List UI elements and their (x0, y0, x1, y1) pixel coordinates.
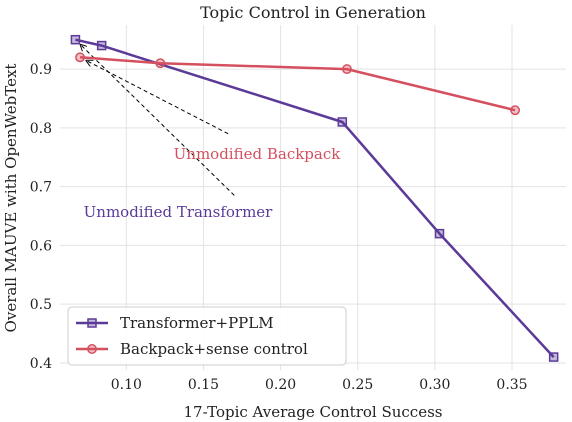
x-tick-label: 0.30 (419, 377, 450, 393)
tick-labels: 0.10 0.15 0.20 0.25 0.30 0.35 0.4 0.5 0.6 0.7 0.8 0… (30, 62, 528, 393)
legend-entry: Backpack+sense control (76, 340, 308, 358)
data-point (434, 228, 445, 239)
data-point (341, 64, 352, 75)
y-tick-label: 0.7 (30, 180, 52, 196)
x-tick-label: 0.25 (342, 377, 373, 393)
annotations: Unmodified Backpack Unmodified Transforme… (80, 45, 341, 221)
data-point (70, 34, 81, 45)
y-tick-label: 0.6 (30, 238, 52, 254)
data-point (548, 352, 559, 362)
y-axis-label: Overall MAUVE with OpenWebText (2, 64, 20, 333)
data-point (75, 52, 86, 63)
series-group (70, 34, 559, 362)
y-tick-label: 0.8 (30, 121, 52, 137)
y-tick-label: 0.5 (30, 297, 52, 313)
x-tick-label: 0.15 (188, 377, 219, 393)
annotation-arrow (80, 45, 235, 196)
series-line (75, 38, 555, 358)
legend-box (67, 306, 347, 366)
data-point (87, 344, 97, 354)
annotation-label: Unmodified Transformer (84, 203, 274, 221)
x-axis-label: 17-Topic Average Control Success (184, 403, 443, 421)
x-tick-label: 0.10 (111, 377, 142, 393)
data-point (87, 318, 97, 328)
annotation-arrow (86, 61, 229, 135)
series-group (75, 52, 521, 116)
series-line (80, 56, 516, 112)
legend-entry: Transformer+PPLM (76, 314, 274, 332)
annotation-label: Unmodified Backpack (174, 145, 342, 163)
x-tick-label: 0.35 (496, 377, 527, 393)
x-tick-label: 0.20 (265, 377, 296, 393)
chart-title: Topic Control in Generation (200, 3, 426, 22)
data-point (155, 58, 166, 69)
grid (60, 25, 566, 370)
series-layer (70, 34, 559, 362)
data-point (510, 105, 521, 116)
y-tick-label: 0.4 (30, 356, 52, 372)
y-tick-label: 0.9 (30, 62, 52, 78)
legend-label: Backpack+sense control (120, 340, 308, 358)
data-point (96, 40, 107, 51)
legend: Transformer+PPLM Backpack+sense control (67, 306, 347, 366)
legend-label: Transformer+PPLM (120, 314, 274, 332)
data-point (337, 117, 348, 127)
